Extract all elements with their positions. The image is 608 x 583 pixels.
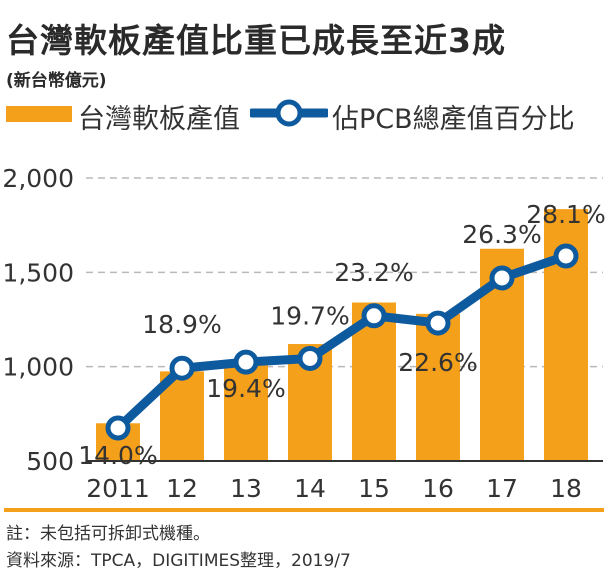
y-tick-label: 1,000 (2, 353, 74, 382)
divider (4, 508, 604, 512)
legend-bar-swatch (6, 106, 72, 122)
y-tick-label: 1,500 (2, 258, 74, 287)
x-tick-label: 14 (294, 474, 326, 503)
percentage-label: 18.9% (142, 310, 221, 339)
x-tick-label: 17 (486, 474, 518, 503)
x-tick-label: 15 (358, 474, 390, 503)
percentage-label: 14.0% (78, 441, 157, 470)
line-marker (297, 345, 323, 371)
chart-plot: 500 1,000 1,500 2,000 2011 12 13 14 15 16 17 18 14.0… (2, 164, 605, 503)
x-tick-label: 12 (166, 474, 198, 503)
line-marker (233, 349, 259, 375)
line-marker (169, 355, 195, 381)
y-tick-label: 2,000 (2, 164, 74, 193)
x-tick-label: 18 (550, 474, 582, 503)
unit-label: (新台幣億元) (6, 71, 107, 91)
percentage-label: 28.1% (526, 200, 605, 229)
footnote-source: 資料來源：TPCA，DIGITIMES整理，2019/7 (6, 551, 351, 571)
line-marker (361, 303, 387, 329)
legend-bar-label: 台灣軟板產值 (78, 104, 240, 135)
x-tick-label: 16 (422, 474, 454, 503)
legend-line-label: 佔PCB總產值百分比 (332, 104, 575, 135)
percentage-label: 23.2% (334, 258, 413, 287)
percentage-label: 19.7% (270, 301, 349, 330)
line-marker (425, 310, 451, 336)
x-tick-label: 2011 (86, 474, 150, 503)
x-tick-label: 13 (230, 474, 262, 503)
line-marker (105, 415, 131, 441)
legend-line-swatch (250, 99, 328, 127)
legend: 台灣軟板產值 佔PCB總產值百分比 (6, 94, 606, 135)
percentage-label: 22.6% (398, 348, 477, 377)
percentage-label: 26.3% (462, 220, 541, 249)
line-marker (489, 265, 515, 291)
bar (224, 361, 268, 461)
percentage-label: 19.4% (206, 374, 285, 403)
bar (416, 313, 460, 461)
chart-title: 台灣軟板產值比重已成長至近3成 (6, 21, 506, 60)
line-marker (553, 243, 579, 269)
y-tick-label: 500 (26, 447, 74, 476)
footnote-note: 註：未包括可拆卸式機種。 (6, 524, 210, 544)
